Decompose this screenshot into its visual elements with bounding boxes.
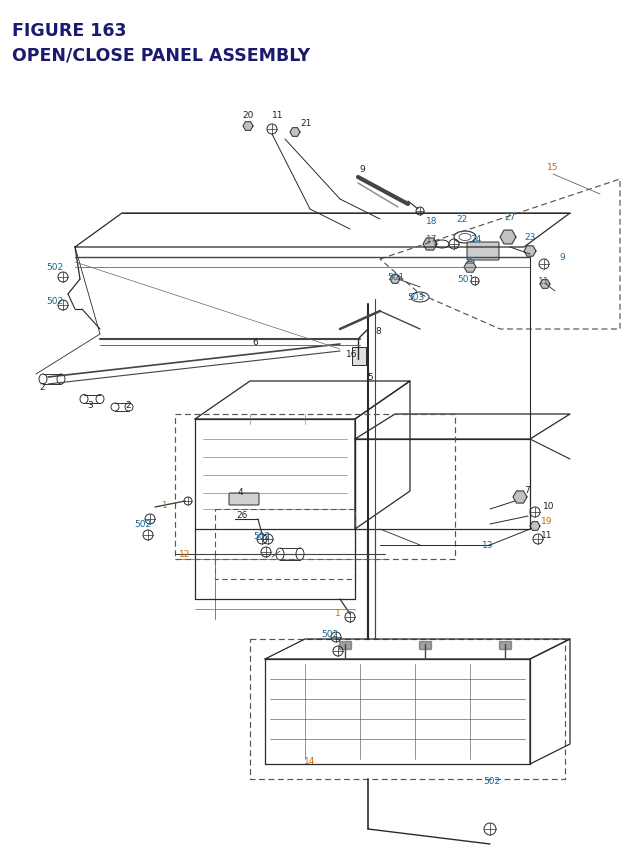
- Text: 1: 1: [162, 501, 168, 510]
- Text: 502: 502: [253, 532, 271, 541]
- Text: 26: 26: [236, 511, 248, 520]
- Text: 503: 503: [408, 293, 424, 302]
- Text: 24: 24: [470, 235, 482, 245]
- Bar: [499, 641, 511, 649]
- Text: 2: 2: [39, 383, 45, 392]
- Text: 23: 23: [524, 233, 536, 242]
- Text: 502: 502: [134, 520, 152, 529]
- Polygon shape: [290, 128, 300, 137]
- Text: 11: 11: [538, 277, 550, 286]
- Text: 27: 27: [504, 214, 516, 222]
- Text: 9: 9: [559, 253, 565, 263]
- Text: 2: 2: [125, 401, 131, 410]
- Polygon shape: [513, 492, 527, 504]
- Text: 502: 502: [47, 297, 63, 307]
- Text: 11: 11: [272, 110, 284, 120]
- Polygon shape: [524, 246, 536, 257]
- Polygon shape: [540, 281, 550, 289]
- Text: 11: 11: [541, 531, 553, 540]
- FancyBboxPatch shape: [467, 243, 499, 261]
- Text: 4: 4: [237, 488, 243, 497]
- Text: 1: 1: [335, 609, 341, 618]
- Text: 5: 5: [367, 373, 373, 382]
- Text: 20: 20: [243, 110, 253, 120]
- Text: FIGURE 163: FIGURE 163: [12, 22, 127, 40]
- Polygon shape: [390, 276, 400, 284]
- Text: OPEN/CLOSE PANEL ASSEMBLY: OPEN/CLOSE PANEL ASSEMBLY: [12, 46, 310, 64]
- Text: 9: 9: [359, 165, 365, 174]
- Bar: [419, 641, 431, 649]
- Text: 502: 502: [47, 263, 63, 272]
- Text: 21: 21: [300, 120, 312, 128]
- Text: 19: 19: [541, 517, 553, 526]
- Text: 8: 8: [375, 327, 381, 336]
- Text: 3: 3: [87, 401, 93, 410]
- Text: 22: 22: [456, 215, 468, 224]
- Text: 502: 502: [483, 777, 500, 785]
- Text: 6: 6: [252, 338, 258, 347]
- FancyBboxPatch shape: [352, 348, 366, 366]
- Polygon shape: [423, 238, 437, 251]
- FancyBboxPatch shape: [229, 493, 259, 505]
- Text: 12: 12: [179, 550, 191, 559]
- Text: 501: 501: [387, 273, 404, 282]
- Text: 14: 14: [304, 757, 316, 765]
- Text: 502: 502: [321, 629, 339, 639]
- Bar: [339, 641, 351, 649]
- Text: 17: 17: [426, 235, 438, 245]
- Polygon shape: [500, 231, 516, 245]
- Polygon shape: [243, 122, 253, 131]
- Text: 16: 16: [346, 350, 358, 359]
- Text: 15: 15: [547, 164, 559, 172]
- Text: 10: 10: [543, 502, 555, 511]
- Text: 25: 25: [464, 257, 476, 266]
- Text: 18: 18: [426, 217, 438, 226]
- Polygon shape: [530, 522, 540, 530]
- Text: 7: 7: [524, 486, 530, 495]
- Polygon shape: [464, 263, 476, 273]
- Text: 501: 501: [458, 276, 475, 284]
- Text: 13: 13: [483, 541, 493, 550]
